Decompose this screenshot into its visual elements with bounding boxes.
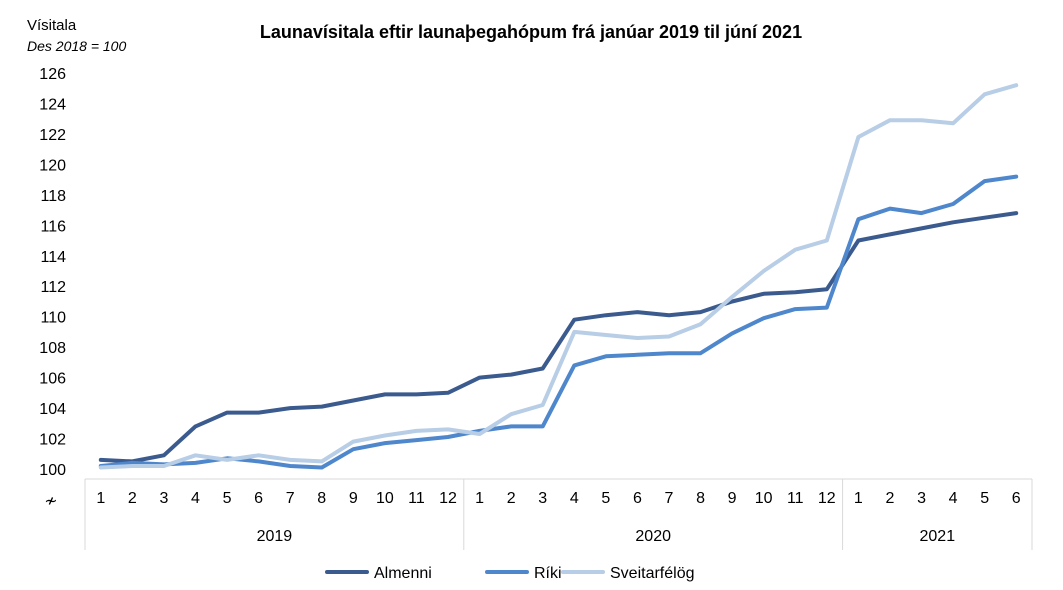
legend-label: Almenni xyxy=(374,565,432,582)
year-label: 2019 xyxy=(257,528,293,545)
x-tick-label: 9 xyxy=(349,490,358,507)
series-line-sveitarf-l-g xyxy=(98,83,1019,470)
y-tick-label: 100 xyxy=(39,462,66,479)
x-tick-label: 8 xyxy=(696,490,705,507)
y-tick-label: 118 xyxy=(40,188,66,205)
axis-break-symbol: ≁ xyxy=(44,493,57,510)
x-tick-label: 1 xyxy=(96,490,105,507)
x-tick-label: 11 xyxy=(408,490,425,507)
x-tick-label: 10 xyxy=(376,490,394,507)
y-axis: 100 102 104 106 108 110 112 114 116 118 120 122 124 1… xyxy=(39,66,66,479)
x-tick-label: 2 xyxy=(507,490,516,507)
x-tick-label: 11 xyxy=(787,490,804,507)
y-axis-sublabel: Des 2018 = 100 xyxy=(27,38,126,54)
x-tick-label: 4 xyxy=(191,490,200,507)
year-label: 2021 xyxy=(920,528,956,545)
series-lines xyxy=(98,83,1019,470)
x-tick-label: 6 xyxy=(254,490,263,507)
x-tick-label: 3 xyxy=(159,490,168,507)
y-tick-label: 106 xyxy=(39,371,66,388)
y-tick-label: 126 xyxy=(39,66,66,83)
x-tick-label: 4 xyxy=(949,490,958,507)
y-tick-label: 112 xyxy=(40,279,66,296)
y-tick-label: 122 xyxy=(39,127,66,144)
x-tick-label: 3 xyxy=(917,490,926,507)
x-tick-label: 5 xyxy=(980,490,989,507)
y-axis-label: Vísitala xyxy=(27,17,77,34)
y-tick-label: 114 xyxy=(40,249,66,266)
x-tick-label: 1 xyxy=(475,490,484,507)
x-tick-label: 12 xyxy=(439,490,457,507)
x-tick-label: 9 xyxy=(728,490,737,507)
x-tick-label: 12 xyxy=(818,490,836,507)
x-tick-label: 2 xyxy=(128,490,137,507)
y-tick-label: 104 xyxy=(39,401,66,418)
x-tick-label: 4 xyxy=(570,490,579,507)
x-axis: 1 2 3 4 5 6 7 8 9 10 11 12 1 2 3 4 5 6 7 8 9 10 11 12 1 2 3 4 5 62019… xyxy=(84,478,1033,550)
x-tick-label: 2 xyxy=(885,490,894,507)
series-line-r-ki xyxy=(98,174,1019,470)
x-tick-label: 6 xyxy=(633,490,642,507)
legend-label: Ríki xyxy=(534,565,562,582)
x-tick-label: 5 xyxy=(223,490,232,507)
x-tick-label: 5 xyxy=(601,490,610,507)
chart-title: Launavísitala eftir launaþegahópum frá j… xyxy=(260,22,802,42)
legend-label: Sveitarfélög xyxy=(610,565,695,582)
x-tick-label: 7 xyxy=(665,490,674,507)
y-tick-label: 120 xyxy=(39,157,66,174)
legend: Almenni Ríki Sveitarfélög xyxy=(325,565,695,582)
x-tick-label: 6 xyxy=(1012,490,1021,507)
x-tick-label: 7 xyxy=(286,490,295,507)
year-label: 2020 xyxy=(635,528,671,545)
x-tick-label: 10 xyxy=(755,490,773,507)
x-tick-label: 1 xyxy=(854,490,863,507)
y-tick-label: 116 xyxy=(40,218,66,235)
x-tick-label: 8 xyxy=(317,490,326,507)
y-tick-label: 110 xyxy=(40,310,66,327)
x-tick-label: 3 xyxy=(538,490,547,507)
y-tick-label: 124 xyxy=(39,96,66,113)
series-line-almenni xyxy=(98,211,1019,464)
y-tick-label: 108 xyxy=(39,340,66,357)
y-tick-label: 102 xyxy=(39,432,66,449)
